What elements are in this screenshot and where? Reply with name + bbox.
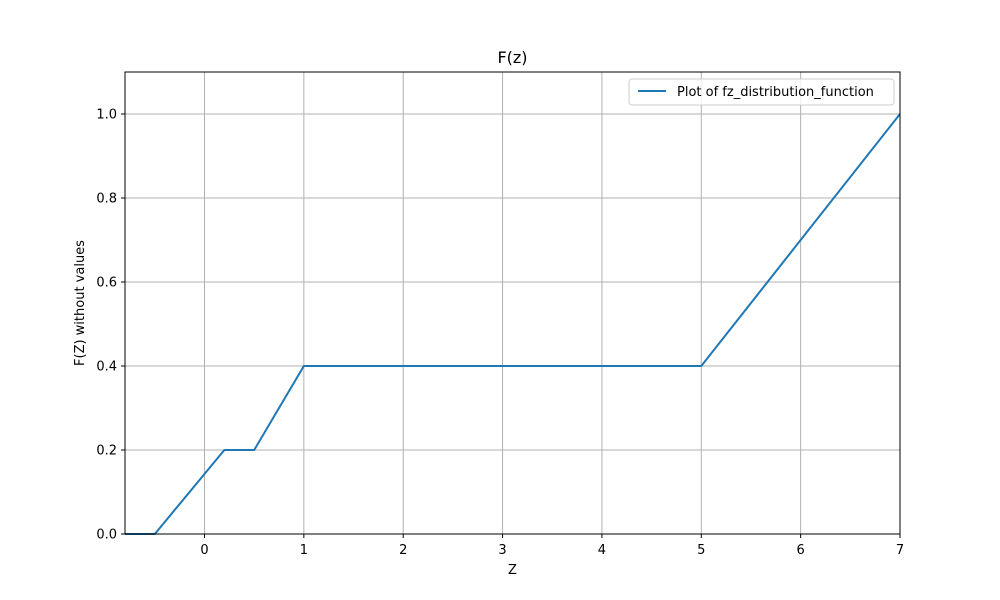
x-tick-label: 1	[300, 543, 308, 558]
x-tick-label: 2	[399, 543, 407, 558]
y-axis-label: F(Z) without values	[73, 240, 88, 366]
y-tick-label: 0.8	[96, 192, 117, 207]
x-tick-label: 5	[697, 543, 705, 558]
x-axis-ticks: 0 1 2 3 4 5 6 7	[200, 534, 904, 558]
y-tick-label: 0.6	[96, 276, 117, 291]
x-tick-label: 4	[598, 543, 606, 558]
x-tick-label: 0	[200, 543, 208, 558]
y-tick-label: 0.0	[96, 528, 117, 543]
y-tick-label: 0.4	[96, 360, 117, 375]
chart-title: F(z)	[497, 48, 527, 67]
y-tick-label: 0.2	[96, 444, 117, 459]
legend: Plot of fz_distribution_function	[628, 78, 895, 106]
legend-box	[628, 78, 895, 106]
x-tick-label: 6	[797, 543, 805, 558]
y-tick-label: 1.0	[96, 108, 117, 123]
y-axis-ticks: 0.0 0.2 0.4 0.6 0.8 1.0	[96, 108, 125, 543]
plot-frame	[124, 71, 901, 535]
x-axis-label: Z	[508, 563, 517, 578]
x-tick-label: 3	[498, 543, 506, 558]
x-tick-label: 7	[896, 543, 904, 558]
legend-label: Plot of fz_distribution_function	[677, 85, 874, 100]
